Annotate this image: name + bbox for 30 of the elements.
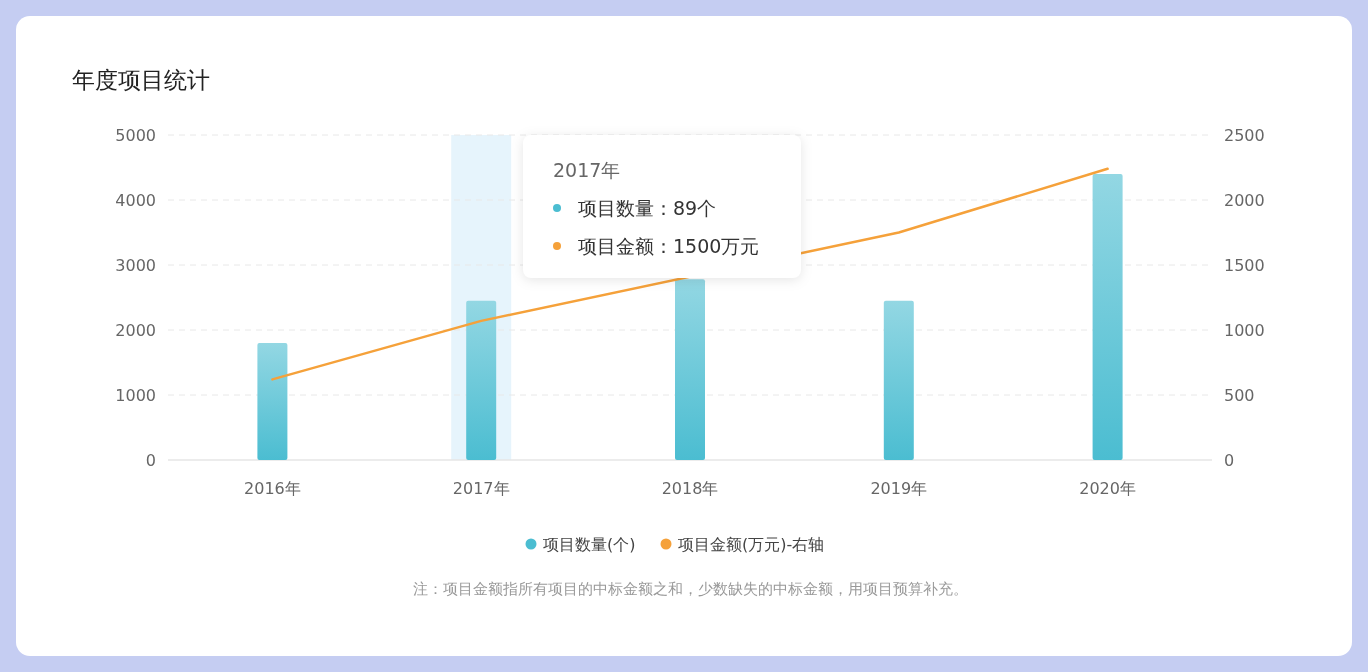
x-tick-label: 2018年 [661, 479, 719, 498]
annotation: 项目金额：1500万元 [578, 234, 760, 257]
bar [257, 343, 288, 460]
y2-tick-label: 1000 [1224, 320, 1265, 340]
y-tick-label: 0 [145, 450, 156, 470]
tooltip-card: 2017年 项目数量：89个 项目金额：1500万元 [523, 135, 801, 278]
text: 注：项目金额指所有项目的中标金额之和，少数缺失的中标金额，用项目预算补充。 [412, 580, 968, 598]
bar [466, 300, 497, 460]
legend-label: 项目金额(万元)-右轴 [678, 534, 825, 554]
x-tick-label: 2017年 [452, 479, 510, 498]
legend-label: 项目数量(个) [543, 534, 636, 554]
y2-tick-label: 0 [1224, 450, 1235, 470]
x-tick-label: 2020年 [1079, 479, 1136, 498]
x-tick-label: 2016年 [244, 479, 301, 498]
x-tick-label: 2019年 [870, 479, 928, 498]
y2-tick-label: 1500 [1224, 255, 1265, 275]
bar [883, 300, 914, 460]
y-tick-label: 4000 [115, 190, 156, 210]
chart-title: 年度项目统计 [72, 67, 210, 93]
y-tick-label: 5000 [115, 125, 156, 145]
y-tick-label: 2000 [115, 320, 156, 340]
bar [1092, 174, 1123, 460]
annotation: 项目数量：89个 [578, 196, 717, 219]
y2-tick-label: 2500 [1224, 125, 1265, 145]
y-tick-label: 3000 [115, 255, 156, 275]
y-tick-label: 1000 [115, 385, 156, 405]
y2-tick-label: 2000 [1224, 190, 1265, 210]
bar [675, 279, 705, 460]
y2-tick-label: 500 [1224, 385, 1255, 405]
annotation: 2017年 [553, 159, 621, 181]
